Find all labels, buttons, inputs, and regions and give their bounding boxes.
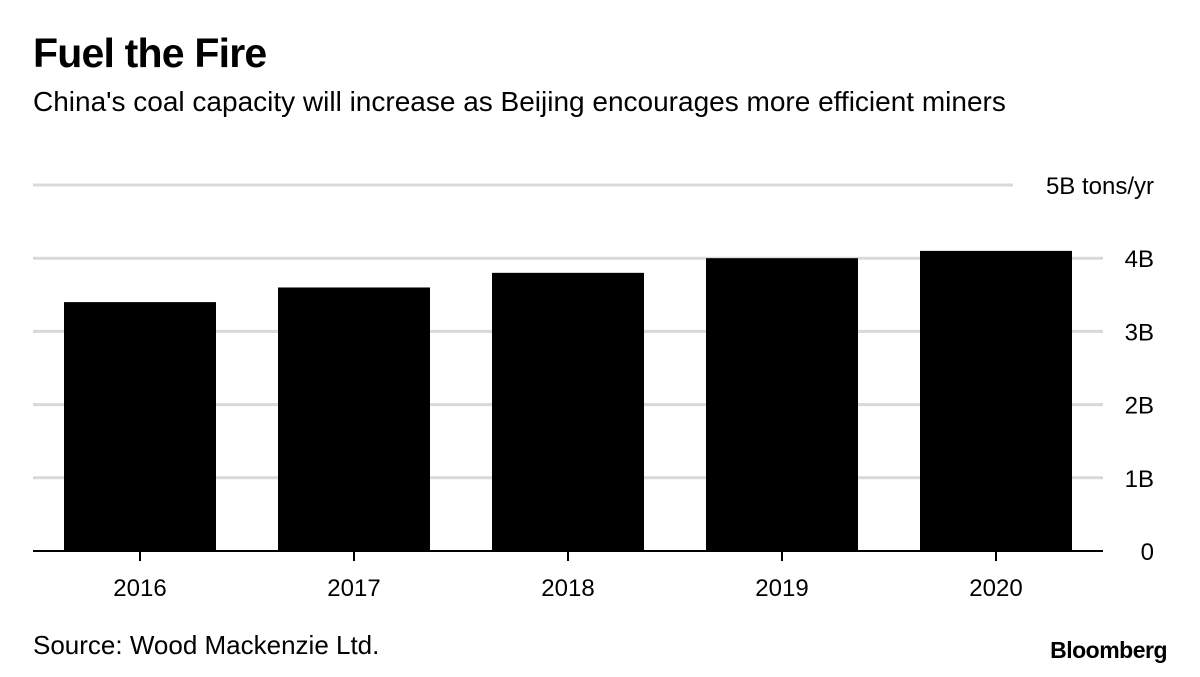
y-tick-label-3: 3B: [1125, 319, 1154, 346]
chart-subtitle: China's coal capacity will increase as B…: [33, 86, 1006, 117]
bars: [64, 250, 1072, 551]
y-tick-label-0: 0: [1141, 539, 1154, 566]
x-tick-label-2018: 2018: [541, 575, 594, 602]
bloomberg-logo: Bloomberg: [1050, 637, 1167, 663]
x-tick-label-2019: 2019: [755, 575, 808, 602]
y-tick-label-1: 1B: [1125, 466, 1154, 493]
y-tick-label-5: 5B tons/yr: [1046, 173, 1154, 200]
axes: 0 1B 2B 3B 4B 5B tons/yr 2016 2017 2018 2019 2020: [33, 173, 1154, 602]
y-tick-label-4: 4B: [1125, 246, 1154, 273]
bar-2017: [278, 287, 430, 551]
y-tick-label-2: 2B: [1125, 393, 1154, 420]
bar-2020: [920, 250, 1072, 551]
bar-2019: [706, 258, 858, 551]
x-tick-label-2020: 2020: [969, 575, 1022, 602]
source-note: Source: Wood Mackenzie Ltd.: [33, 630, 380, 660]
x-tick-label-2016: 2016: [113, 575, 166, 602]
bar-2018: [492, 272, 644, 551]
x-tick-label-2017: 2017: [327, 575, 380, 602]
chart-title: Fuel the Fire: [33, 30, 267, 76]
bar-2016: [64, 302, 216, 551]
